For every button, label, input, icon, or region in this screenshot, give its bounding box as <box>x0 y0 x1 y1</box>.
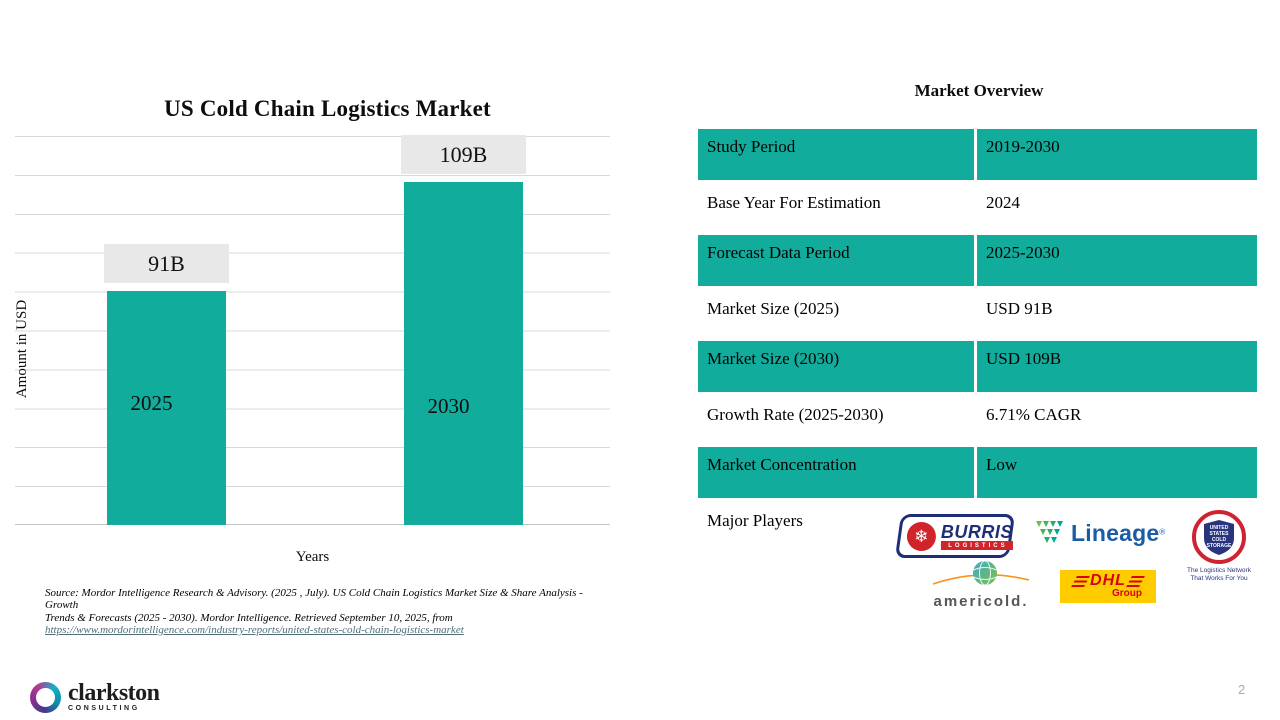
row-label: Forecast Data Period <box>707 243 850 262</box>
americold-wordmark: americold. <box>933 593 1029 610</box>
row-value: 2025-2030 <box>986 243 1060 262</box>
source-citation: Source: Mordor Intelligence Research & A… <box>45 587 615 636</box>
source-line-2: Trends & Forecasts (2025 - 2030). Mordor… <box>45 611 453 624</box>
page-number: 2 <box>1238 682 1246 697</box>
burris-wordmark: BURRIS <box>941 521 1014 541</box>
table-row: Forecast Data Period 2025-2030 <box>698 235 1260 286</box>
source-link[interactable]: https://www.mordorintelligence.com/indus… <box>45 623 464 636</box>
bar-group-2030: 109B <box>401 135 526 525</box>
x-tick-2030: 2030 <box>427 394 470 418</box>
svg-text:UNITED: UNITED <box>1210 525 1229 531</box>
dhl-group-label: Group <box>1112 588 1142 599</box>
row-value: USD 91B <box>986 299 1053 318</box>
x-axis-title: Years <box>295 549 330 565</box>
row-label: Growth Rate (2025-2030) <box>707 405 884 424</box>
dhl-stripes-icon <box>1071 575 1090 587</box>
americold-logo: americold. <box>926 560 1036 610</box>
dhl-group-logo: DHL Group <box>1060 570 1156 603</box>
row-value: USD 109B <box>986 349 1062 368</box>
dhl-wordmark: DHL <box>1090 572 1126 589</box>
svg-text:STORAGE: STORAGE <box>1207 543 1232 549</box>
table-row: Base Year For Estimation 2024 <box>698 180 1260 235</box>
uscs-shield-icon: UNITED STATES COLD STORAGE <box>1204 519 1234 555</box>
row-value: 6.71% CAGR <box>986 405 1082 424</box>
row-label: Market Size (2030) <box>707 349 840 368</box>
table-row-major-players: Major Players ❄ BURRIS LOGISTICS <box>698 498 1260 629</box>
table-row: Market Size (2025) USD 91B <box>698 286 1260 341</box>
clarkston-ring-icon <box>30 682 61 713</box>
clarkston-consulting-logo: clarkston CONSULTING <box>30 680 160 713</box>
source-line-1: Source: Mordor Intelligence Research & A… <box>45 587 583 612</box>
row-label: Market Size (2025) <box>707 299 840 318</box>
major-players-logos: ❄ BURRIS LOGISTICS <box>888 508 1260 626</box>
y-axis-title: Amount in USD <box>14 299 30 399</box>
burris-logistics-logo: ❄ BURRIS LOGISTICS <box>894 514 1016 558</box>
bar-chart-plot-area: 91B 109B <box>15 135 610 525</box>
bar-2030 <box>404 182 523 525</box>
svg-text:COLD: COLD <box>1212 537 1227 543</box>
row-label: Study Period <box>707 137 796 156</box>
lineage-crown-icon <box>1036 521 1063 543</box>
svg-text:STATES: STATES <box>1210 531 1230 537</box>
table-row: Growth Rate (2025-2030) 6.71% CAGR <box>698 392 1260 447</box>
row-value: 2019-2030 <box>986 137 1060 156</box>
globe-icon <box>932 560 1030 586</box>
registered-mark-icon: ® <box>1159 527 1166 537</box>
row-label: Major Players <box>707 511 803 530</box>
table-row: Market Size (2030) USD 109B <box>698 341 1260 392</box>
row-label: Market Concentration <box>707 455 857 474</box>
uscs-tagline: The Logistics Network That Works For You <box>1187 567 1251 583</box>
bar-value-label-2030: 109B <box>401 135 526 174</box>
bar-2025 <box>107 291 226 525</box>
lineage-logo: Lineage® <box>1035 520 1165 547</box>
uscs-circle-icon: UNITED STATES COLD STORAGE <box>1192 510 1246 564</box>
market-overview-table: Study Period 2019-2030 Base Year For Est… <box>698 129 1260 629</box>
dhl-stripes-icon <box>1126 575 1145 587</box>
bar-group-2025: 91B <box>104 136 229 525</box>
table-row: Market Concentration Low <box>698 447 1260 498</box>
bar-value-label-2025: 91B <box>104 244 229 283</box>
row-value: Low <box>986 455 1018 474</box>
snowflake-icon: ❄ <box>907 521 936 551</box>
row-label: Base Year For Estimation <box>707 193 881 212</box>
overview-title: Market Overview <box>914 81 1044 100</box>
lineage-wordmark: Lineage <box>1071 520 1160 546</box>
x-tick-2025: 2025 <box>130 391 173 415</box>
clarkston-wordmark: clarkston <box>68 680 160 706</box>
table-row: Study Period 2019-2030 <box>698 129 1260 180</box>
chart-title: US Cold Chain Logistics Market <box>164 96 491 121</box>
clarkston-consulting-label: CONSULTING <box>68 705 140 712</box>
united-states-cold-storage-logo: UNITED STATES COLD STORAGE The Logistics… <box>1184 510 1254 583</box>
row-value: 2024 <box>986 193 1020 212</box>
